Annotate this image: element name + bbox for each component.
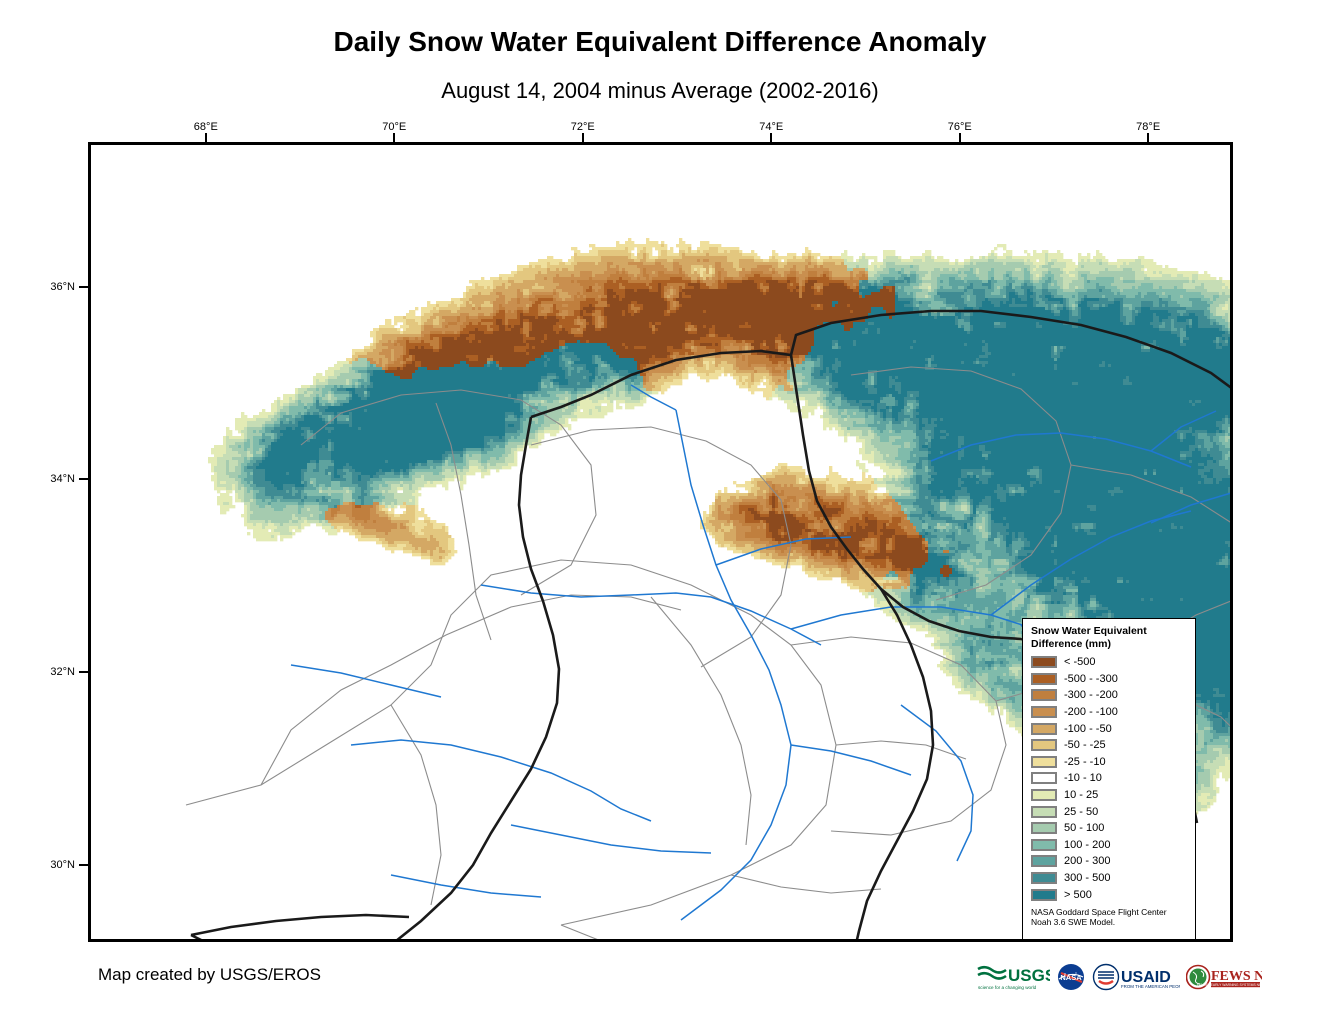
legend-label: -25 - -10 [1064, 755, 1106, 768]
swe-anomaly-raster [208, 238, 1230, 848]
legend-row: 100 - 200 [1031, 837, 1189, 854]
legend-row: -300 - -200 [1031, 687, 1189, 704]
lat-tick [79, 285, 88, 288]
lon-tick-label: 72°E [570, 121, 595, 133]
legend-row: -25 - -10 [1031, 754, 1189, 771]
legend-row: 25 - 50 [1031, 803, 1189, 820]
legend-row: -100 - -50 [1031, 720, 1189, 737]
lon-tick [958, 133, 961, 142]
lat-tick-label: 32°N [50, 666, 75, 679]
fewsnet-logo: FEWS NET FAMINE EARLY WARNING SYSTEMS NE… [1186, 962, 1262, 992]
map-credit: Map created by USGS/EROS [98, 965, 321, 984]
river-network [290, 384, 1230, 921]
legend-label: 10 - 25 [1064, 789, 1099, 802]
lat-tick-label: 36°N [50, 280, 75, 293]
legend-swatch [1031, 755, 1057, 768]
legend-label: 100 - 200 [1064, 838, 1111, 851]
nasa-logo: NASA [1056, 962, 1086, 992]
legend-title: Snow Water Equivalent Difference (mm) [1031, 625, 1189, 650]
legend-row: < -500 [1031, 654, 1189, 671]
legend-credit-line2: Noah 3.6 SWE Model. [1031, 917, 1116, 928]
lat-tick-label: 30°N [50, 858, 75, 871]
legend-title-line1: Snow Water Equivalent [1031, 625, 1147, 637]
lon-tick-label: 78°E [1136, 121, 1161, 133]
legend-credit-line1: NASA Goddard Space Flight Center [1031, 906, 1167, 917]
legend-label: -50 - -25 [1064, 739, 1106, 752]
legend-swatch [1031, 872, 1057, 885]
legend-row: -50 - -25 [1031, 737, 1189, 754]
legend-label: 25 - 50 [1064, 805, 1099, 818]
lon-tick [770, 133, 773, 142]
legend-row: -10 - 10 [1031, 770, 1189, 787]
usaid-logo: USAID FROM THE AMERICAN PEOPLE [1092, 962, 1180, 992]
legend-row: 300 - 500 [1031, 870, 1189, 887]
page-title: Daily Snow Water Equivalent Difference A… [333, 26, 987, 57]
legend-swatch [1031, 722, 1057, 735]
legend-credit: NASA Goddard Space Flight Center Noah 3.… [1031, 907, 1189, 928]
lon-tick-label: 68°E [193, 121, 218, 133]
legend-title-line2: Difference (mm) [1031, 637, 1111, 650]
usgs-logo: USGS science for a changing world [976, 962, 1050, 992]
legend-swatch [1031, 689, 1057, 702]
legend-swatch [1031, 672, 1057, 685]
map-frame[interactable] [88, 142, 1233, 942]
map-legend: Snow Water Equivalent Difference (mm) < … [1022, 618, 1196, 940]
legend-swatch [1031, 656, 1057, 669]
lon-tick [581, 133, 584, 142]
agency-logo-strip: USGS science for a changing world NASA U… [976, 960, 1262, 994]
legend-label: -10 - 10 [1064, 772, 1102, 785]
legend-row: 200 - 300 [1031, 853, 1189, 870]
legend-row: 50 - 100 [1031, 820, 1189, 837]
legend-label: < -500 [1064, 656, 1096, 669]
legend-swatch [1031, 789, 1057, 802]
legend-row: -500 - -300 [1031, 671, 1189, 688]
legend-label: -100 - -50 [1064, 722, 1112, 735]
lat-tick [79, 863, 88, 866]
legend-label: > 500 [1064, 888, 1092, 901]
legend-label: -500 - -300 [1064, 672, 1118, 685]
page-subtitle: August 14, 2004 minus Average (2002-2016… [441, 78, 879, 103]
lon-tick [204, 133, 207, 142]
legend-swatch [1031, 772, 1057, 785]
lon-tick-label: 70°E [382, 121, 407, 133]
legend-label: 200 - 300 [1064, 855, 1111, 868]
legend-label: 300 - 500 [1064, 872, 1111, 885]
lon-tick [393, 133, 396, 142]
legend-swatch [1031, 739, 1057, 752]
legend-swatch [1031, 805, 1057, 818]
legend-swatch [1031, 706, 1057, 719]
legend-row: -200 - -100 [1031, 704, 1189, 721]
lon-tick [1147, 133, 1150, 142]
legend-class-list: < -500 -500 - -300 -300 - -200 -200 - -100 -… [1031, 654, 1189, 903]
lon-tick-label: 74°E [759, 121, 784, 133]
legend-row: > 500 [1031, 886, 1189, 903]
legend-label: -200 - -100 [1064, 706, 1118, 719]
lon-tick-label: 76°E [947, 121, 972, 133]
legend-swatch [1031, 822, 1057, 835]
legend-label: -300 - -200 [1064, 689, 1118, 702]
lat-tick-label: 34°N [50, 473, 75, 486]
legend-swatch [1031, 888, 1057, 901]
lat-tick [79, 671, 88, 674]
map-canvas [91, 145, 1230, 939]
lat-tick [79, 478, 88, 481]
legend-swatch [1031, 855, 1057, 868]
legend-row: 10 - 25 [1031, 787, 1189, 804]
legend-label: 50 - 100 [1064, 822, 1105, 835]
legend-swatch [1031, 838, 1057, 851]
